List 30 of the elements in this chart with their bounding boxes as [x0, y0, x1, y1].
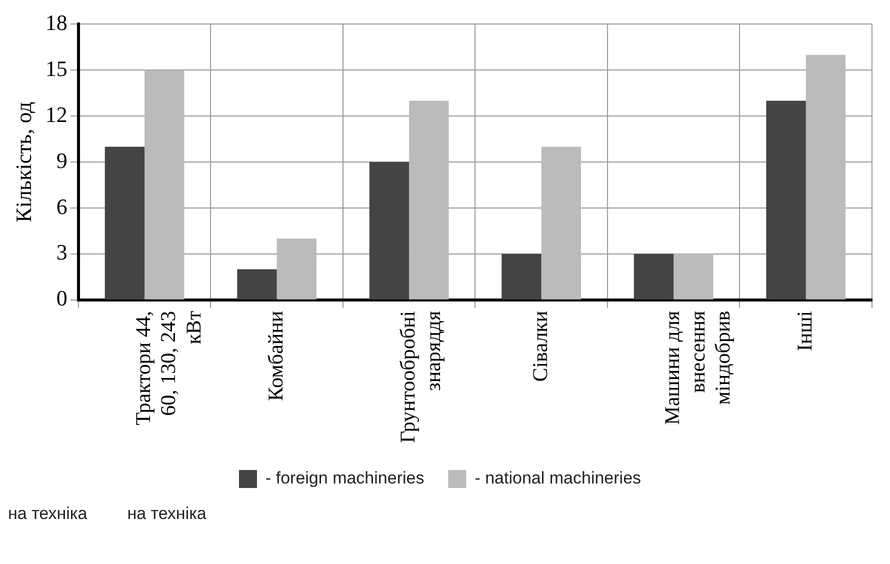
text: на техніка	[127, 504, 206, 524]
x-tick-label: Трактори 44, 60, 130, 243 кВт	[131, 310, 206, 426]
y-tick-label: 18	[45, 10, 68, 35]
bar	[806, 54, 846, 300]
y-tick-label: 12	[45, 102, 68, 127]
bar	[369, 162, 410, 300]
x-tick-label: Сівалки	[528, 310, 552, 382]
x-tick-label: Інші	[792, 310, 816, 352]
y-tick-label: 9	[56, 148, 68, 173]
x-tick-label: Грунтообробні знаряддя	[396, 310, 445, 444]
bar	[541, 146, 582, 300]
y-tick-label: 6	[56, 194, 68, 219]
x-tick-label: Машини для внесення міндобрив	[660, 310, 735, 425]
bar	[409, 100, 449, 300]
bar	[674, 254, 714, 300]
y-tick-label: 3	[56, 240, 68, 265]
x-tick-label: Комбайни	[263, 310, 288, 401]
legend-label: - national machineries	[474, 468, 642, 488]
y-tick-label: 15	[45, 56, 68, 81]
bar	[276, 238, 316, 300]
bar	[237, 269, 277, 300]
bar	[104, 146, 145, 300]
y-tick-label: 0	[56, 286, 68, 311]
legend-label: - foreign machineries	[265, 468, 424, 488]
text: на техніка	[8, 504, 88, 524]
bar	[144, 70, 184, 300]
bar	[502, 254, 542, 300]
bar	[766, 100, 806, 300]
bar	[634, 254, 674, 300]
y-axis-title: Кількість, од	[10, 102, 36, 222]
